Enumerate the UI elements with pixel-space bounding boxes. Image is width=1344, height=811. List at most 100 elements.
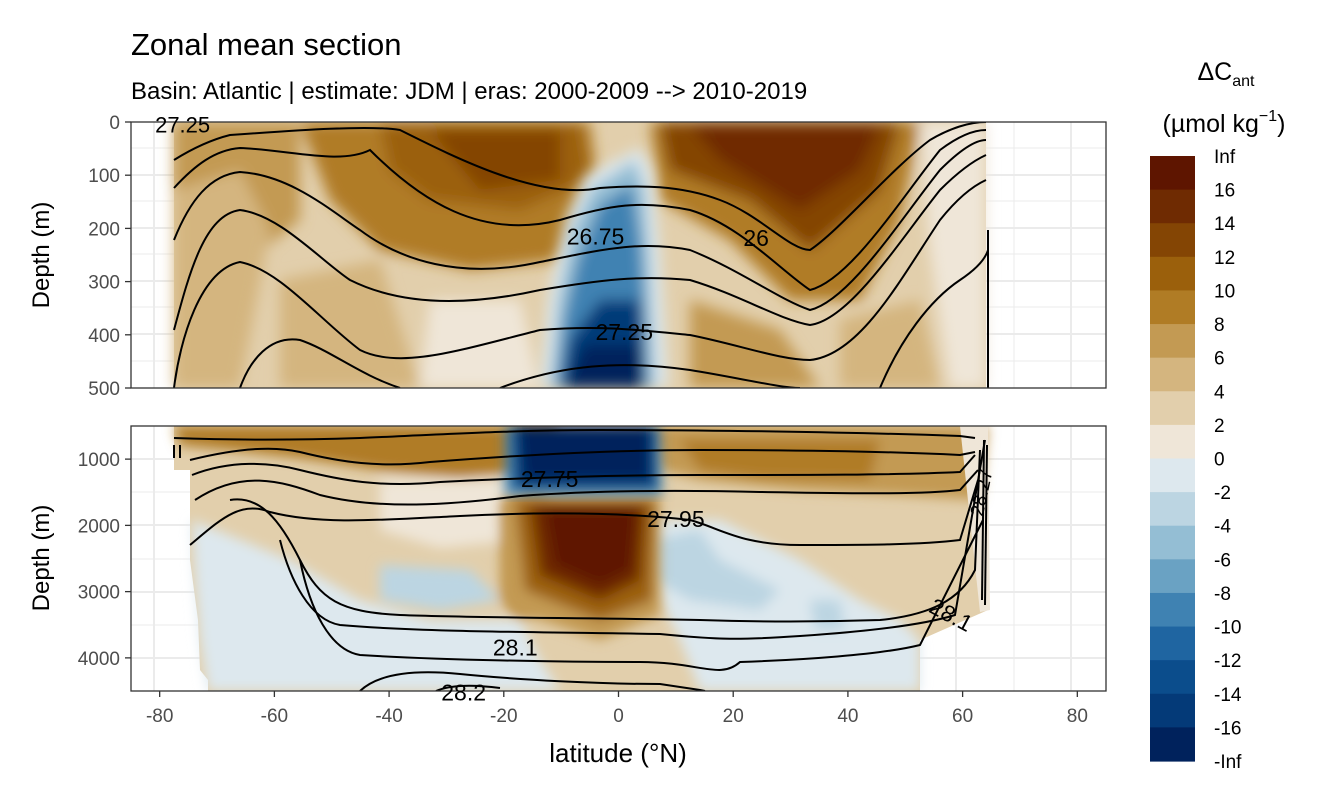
legend-swatch (1150, 391, 1195, 426)
upper-y-axis: 0 100 200 300 400 500 (88, 113, 131, 400)
isopycnal-line (173, 428, 976, 441)
legend-label: 2 (1214, 416, 1225, 437)
lower-field-region (650, 530, 780, 610)
upper-panel-border (130, 121, 1107, 389)
y-tick-label: 400 (88, 326, 120, 347)
isopycnal-line (359, 671, 706, 691)
legend-title: ΔCant (1197, 58, 1255, 90)
upper-field-region (420, 300, 540, 388)
lower-panel-isopycnals (173, 428, 988, 691)
y-tick-label: 1000 (78, 450, 120, 471)
isopycnal-line (173, 445, 181, 458)
contour-label: 27.25 (155, 113, 210, 138)
legend-colorbar (1150, 156, 1195, 762)
chart-subtitle: Basin: Atlantic | estimate: JDM | eras: … (131, 78, 807, 105)
legend-swatch (1150, 256, 1195, 292)
upper-panel: 0 100 200 300 400 500 (88, 113, 1107, 400)
isopycnal-line (173, 129, 987, 292)
legend-unit: (µmol kg−1) (1163, 108, 1286, 138)
legend-label: 4 (1214, 382, 1225, 403)
legend-swatch (1150, 357, 1195, 392)
x-tick-label: 80 (1067, 706, 1088, 727)
legend-label: -10 (1214, 618, 1241, 639)
legend-title-subscript: ant (1232, 73, 1255, 90)
upper-field-region (174, 170, 270, 388)
y-tick-label: 4000 (78, 649, 120, 670)
y-tick-label: 500 (88, 379, 120, 400)
x-tick-label: 60 (952, 706, 973, 727)
legend-label: 16 (1214, 181, 1235, 202)
isopycnal-line (191, 454, 976, 486)
y-tick-label: 300 (88, 273, 120, 294)
upper-field-region (920, 122, 986, 388)
legend-label: -6 (1214, 550, 1231, 571)
isopycnal-line (189, 447, 976, 466)
legend-swatch (1150, 290, 1195, 325)
legend-unit-superscript: −1 (1259, 108, 1277, 125)
isopycnal-line (173, 122, 987, 252)
isopycnal-line (981, 439, 985, 601)
legend-swatch (1150, 592, 1195, 628)
x-tick-label: -60 (261, 706, 288, 727)
contour-label: 28.2 (441, 679, 486, 705)
legend-label: 14 (1214, 214, 1236, 235)
isopycnal-line (229, 449, 981, 623)
y-tick-label: 200 (88, 219, 120, 240)
upper-field-region (840, 300, 940, 388)
legend-unit-close: ) (1277, 110, 1285, 138)
isopycnal-line (984, 444, 988, 606)
legend-swatch (1150, 626, 1195, 661)
y-axis-label-upper: Depth (m) (28, 202, 55, 309)
legend-label: -2 (1214, 483, 1231, 504)
legend-label: 10 (1214, 281, 1235, 302)
chart-title: Zonal mean section (131, 27, 402, 62)
lower-field-region (192, 520, 560, 691)
legend-label: -4 (1214, 517, 1231, 538)
isopycnal-line (194, 469, 979, 506)
legend-swatch (1150, 559, 1195, 594)
legend-swatch (1150, 189, 1195, 224)
lower-panel: 1000 2000 3000 4000 (78, 425, 1107, 692)
x-tick-label: 40 (837, 706, 858, 727)
lower-field-region (810, 600, 845, 630)
legend-label: 8 (1214, 315, 1225, 336)
legend-swatch (1150, 693, 1195, 728)
legend-swatch (1150, 660, 1195, 695)
legend-label: -16 (1214, 718, 1241, 739)
lower-field-region (380, 480, 520, 548)
upper-field-region (690, 300, 820, 388)
legend-swatch (1150, 727, 1195, 762)
legend-label: 6 (1214, 349, 1225, 370)
legend-label: -14 (1214, 685, 1242, 706)
legend-swatch (1150, 424, 1195, 460)
legend-labels: Inf 16 14 12 10 8 6 4 2 0 -2 -4 -6 -8 -10 -12 -14 -16 -Inf (1214, 147, 1242, 773)
lower-panel-filled-field (174, 426, 990, 691)
lower-field-positive-core (545, 510, 635, 585)
legend-title-main: ΔC (1197, 58, 1232, 86)
contour-label: 28.1 (493, 634, 538, 660)
upper-field-region (430, 130, 560, 190)
isopycnal-line (239, 338, 401, 388)
isopycnal-line (173, 139, 987, 312)
isopycnal-line (435, 684, 501, 691)
color-legend: ΔCant (µmol kg−1) Inf 16 14 12 10 8 6 4 2 0 -2 -4 -6… (1150, 58, 1285, 773)
isopycnal-line (879, 249, 989, 388)
legend-label: 0 (1214, 450, 1225, 471)
legend-label: -8 (1214, 584, 1231, 605)
contour-label: 26.75 (567, 223, 625, 249)
lower-y-axis: 1000 2000 3000 4000 (78, 450, 131, 670)
isopycnal-line (499, 364, 801, 388)
contour-label: 27.95 (647, 506, 705, 532)
legend-swatch (1150, 223, 1195, 258)
contour-label: 26 (743, 225, 769, 251)
legend-swatch (1150, 156, 1195, 191)
isopycnal-line (299, 519, 984, 671)
x-tick-label: -80 (146, 706, 173, 727)
contour-label: 27.75 (521, 466, 579, 492)
legend-label: -Inf (1214, 752, 1242, 773)
isopycnal-line (279, 439, 986, 640)
legend-swatch (1150, 492, 1195, 527)
x-axis-label: latitude (°N) (549, 738, 687, 768)
